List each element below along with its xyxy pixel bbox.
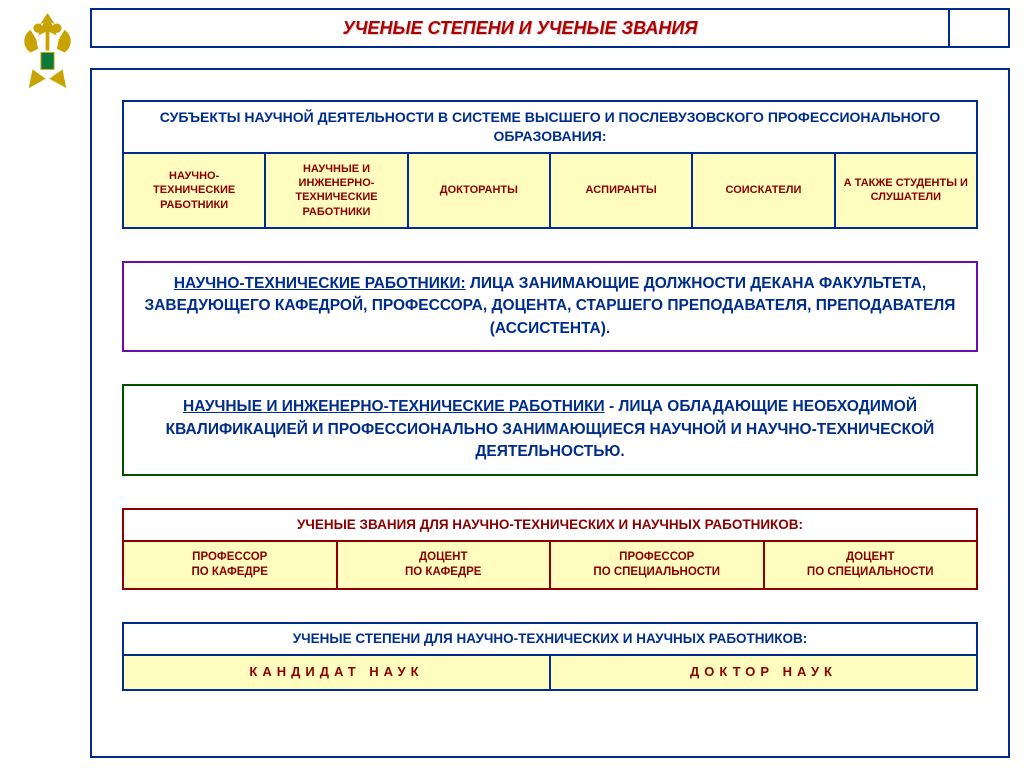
degrees-header: УЧЕНЫЕ СТЕПЕНИ ДЛЯ НАУЧНО-ТЕХНИЧЕСКИХ И …: [122, 622, 978, 656]
subjects-cell: НАУЧНЫЕ И ИНЖЕНЕРНО-ТЕХНИЧЕСКИЕ РАБОТНИК…: [264, 154, 406, 227]
degrees-row: КАНДИДАТ НАУК ДОКТОР НАУК: [122, 656, 978, 691]
title-bar-spacer: [948, 10, 1008, 46]
subjects-cell: НАУЧНО-ТЕХНИЧЕСКИЕ РАБОТНИКИ: [124, 154, 264, 227]
definition-1: НАУЧНО-ТЕХНИЧЕСКИЕ РАБОТНИКИ: ЛИЦА ЗАНИМ…: [122, 261, 978, 352]
def1-term: НАУЧНО-ТЕХНИЧЕСКИЕ РАБОТНИКИ:: [174, 275, 466, 292]
titles-cell: ПРОФЕССОРПО КАФЕДРЕ: [124, 542, 336, 588]
titles-cell: ДОЦЕНТПО СПЕЦИАЛЬНОСТИ: [763, 542, 977, 588]
titles-block: УЧЕНЫЕ ЗВАНИЯ ДЛЯ НАУЧНО-ТЕХНИЧЕСКИХ И Н…: [122, 508, 978, 590]
subjects-row: НАУЧНО-ТЕХНИЧЕСКИЕ РАБОТНИКИ НАУЧНЫЕ И И…: [122, 154, 978, 229]
degrees-cell: КАНДИДАТ НАУК: [124, 656, 549, 689]
subjects-cell: ДОКТОРАНТЫ: [407, 154, 549, 227]
emblem-icon: [10, 5, 85, 100]
def2-term: НАУЧНЫЕ И ИНЖЕНЕРНО-ТЕХНИЧЕСКИЕ РАБОТНИК…: [183, 398, 605, 415]
subjects-cell: А ТАКЖЕ СТУДЕНТЫ И СЛУШАТЕЛИ: [834, 154, 976, 227]
titles-cell: ДОЦЕНТПО КАФЕДРЕ: [336, 542, 550, 588]
definition-2: НАУЧНЫЕ И ИНЖЕНЕРНО-ТЕХНИЧЕСКИЕ РАБОТНИК…: [122, 384, 978, 475]
subjects-block: СУБЪЕКТЫ НАУЧНОЙ ДЕЯТЕЛЬНОСТИ В СИСТЕМЕ …: [122, 100, 978, 229]
content-frame: СУБЪЕКТЫ НАУЧНОЙ ДЕЯТЕЛЬНОСТИ В СИСТЕМЕ …: [90, 68, 1010, 758]
subjects-header: СУБЪЕКТЫ НАУЧНОЙ ДЕЯТЕЛЬНОСТИ В СИСТЕМЕ …: [122, 100, 978, 154]
titles-row: ПРОФЕССОРПО КАФЕДРЕ ДОЦЕНТПО КАФЕДРЕ ПРО…: [122, 542, 978, 590]
def1-mid: ЛИЦА ЗАНИМАЮЩИЕ ДОЛЖНОСТИ: [466, 275, 751, 292]
subjects-cell: СОИСКАТЕЛИ: [691, 154, 833, 227]
title-bar: УЧЕНЫЕ СТЕПЕНИ И УЧЕНЫЕ ЗВАНИЯ: [90, 8, 1010, 48]
subjects-cell: АСПИРАНТЫ: [549, 154, 691, 227]
degrees-block: УЧЕНЫЕ СТЕПЕНИ ДЛЯ НАУЧНО-ТЕХНИЧЕСКИХ И …: [122, 622, 978, 691]
titles-header: УЧЕНЫЕ ЗВАНИЯ ДЛЯ НАУЧНО-ТЕХНИЧЕСКИХ И Н…: [122, 508, 978, 542]
titles-cell: ПРОФЕССОРПО СПЕЦИАЛЬНОСТИ: [549, 542, 763, 588]
degrees-cell: ДОКТОР НАУК: [549, 656, 976, 689]
page-title: УЧЕНЫЕ СТЕПЕНИ И УЧЕНЫЕ ЗВАНИЯ: [92, 10, 948, 46]
